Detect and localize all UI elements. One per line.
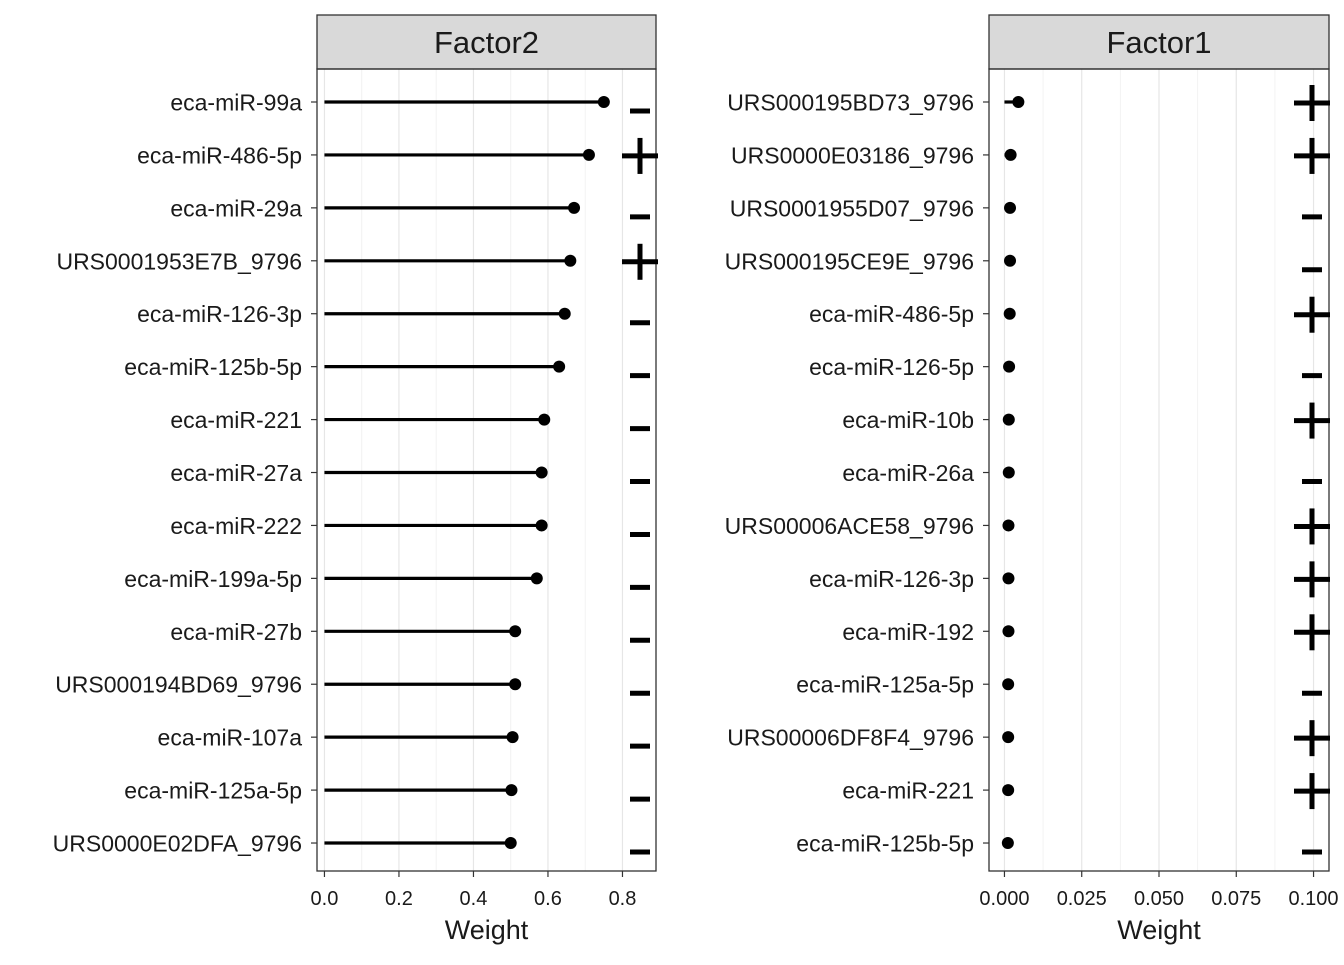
strip-title: Factor2	[434, 25, 539, 60]
y-tick-label: URS00006ACE58_9796	[725, 513, 974, 539]
x-tick-label: 0.2	[385, 888, 413, 910]
y-tick-label: eca-miR-10b	[842, 407, 974, 433]
panel-background	[317, 69, 656, 871]
x-axis-title: Weight	[1117, 915, 1201, 945]
x-tick-label: 0.025	[1057, 888, 1107, 910]
panel-border	[316, 68, 657, 872]
y-tick-label: URS000195BD73_9796	[727, 90, 974, 116]
lollipop-point	[1002, 519, 1015, 532]
lollipop-point	[535, 519, 548, 532]
y-tick-label: eca-miR-126-5p	[809, 354, 974, 380]
lollipop-point	[553, 360, 566, 373]
y-tick-label: eca-miR-486-5p	[137, 142, 302, 168]
lollipop-point	[597, 96, 610, 108]
y-tick-label: eca-miR-486-5p	[809, 301, 974, 327]
x-tick-label: 0.075	[1211, 888, 1261, 910]
y-tick-label: eca-miR-125a-5p	[124, 778, 302, 804]
lollipop-point	[509, 678, 522, 691]
y-tick-label: eca-miR-222	[170, 513, 302, 539]
lollipop-point	[1002, 413, 1015, 426]
x-tick-label: 0.0	[311, 888, 339, 910]
y-tick-label: eca-miR-125b-5p	[124, 354, 302, 380]
y-tick-label: URS0001953E7B_9796	[56, 248, 302, 274]
y-tick-label: URS000195CE9E_9796	[725, 248, 974, 274]
strip-header	[316, 14, 657, 70]
lollipop-point	[1002, 678, 1015, 691]
y-tick-label: eca-miR-125a-5p	[796, 672, 974, 698]
lollipop-point	[568, 201, 581, 214]
y-tick-label: eca-miR-125b-5p	[796, 831, 974, 857]
x-tick-label: 0.4	[460, 888, 488, 910]
x-tick-label: 0.050	[1134, 888, 1184, 910]
y-tick-label: eca-miR-107a	[158, 725, 303, 751]
lollipop-point	[504, 837, 517, 850]
lollipop-point	[1002, 784, 1015, 797]
lollipop-point	[1003, 307, 1016, 320]
lollipop-point	[509, 625, 522, 638]
lollipop-point	[1002, 572, 1015, 585]
y-tick-label: eca-miR-199a-5p	[124, 566, 302, 592]
lollipop-point	[1004, 201, 1017, 214]
y-tick-label: URS000194BD69_9796	[55, 672, 302, 698]
lollipop-point	[1002, 625, 1015, 638]
lollipop-point	[506, 731, 519, 744]
lollipop-point	[1003, 360, 1016, 373]
lollipop-point	[505, 784, 518, 797]
x-axis-title: Weight	[445, 915, 529, 945]
x-tick-label: 0.000	[979, 888, 1029, 910]
y-tick-label: URS0001955D07_9796	[730, 195, 974, 221]
lollipop-point	[1001, 837, 1014, 850]
y-tick-label: URS00006DF8F4_9796	[727, 725, 974, 751]
y-tick-label: eca-miR-27b	[170, 619, 302, 645]
lollipop-point	[1002, 731, 1015, 744]
y-tick-label: eca-miR-192	[842, 619, 974, 645]
y-tick-label: eca-miR-29a	[170, 195, 302, 221]
lollipop-point	[1012, 96, 1025, 108]
strip-title: Factor1	[1106, 25, 1211, 60]
y-tick-label: eca-miR-26a	[842, 460, 974, 486]
lollipop-point	[535, 466, 548, 479]
lollipop-point	[530, 572, 543, 585]
y-tick-label: eca-miR-27a	[170, 460, 302, 486]
y-tick-label: URS0000E03186_9796	[731, 142, 974, 168]
lollipop-point	[564, 254, 577, 267]
y-tick-label: eca-miR-221	[170, 407, 302, 433]
y-tick-label: eca-miR-126-3p	[137, 301, 302, 327]
lollipop-point	[538, 413, 551, 426]
x-tick-label: 0.8	[609, 888, 637, 910]
lollipop-point	[1004, 254, 1017, 267]
lollipop-point	[582, 148, 595, 161]
lollipop-point	[558, 307, 571, 320]
y-tick-label: eca-miR-99a	[170, 90, 302, 116]
y-tick-label: eca-miR-126-3p	[809, 566, 974, 592]
x-tick-label: 0.100	[1289, 888, 1339, 910]
y-tick-label: eca-miR-221	[842, 778, 974, 804]
strip-header	[988, 14, 1330, 70]
lollipop-point	[1004, 148, 1017, 161]
y-tick-label: URS0000E02DFA_9796	[53, 831, 302, 857]
lollipop-point	[1002, 466, 1015, 479]
x-tick-label: 0.6	[534, 888, 562, 910]
